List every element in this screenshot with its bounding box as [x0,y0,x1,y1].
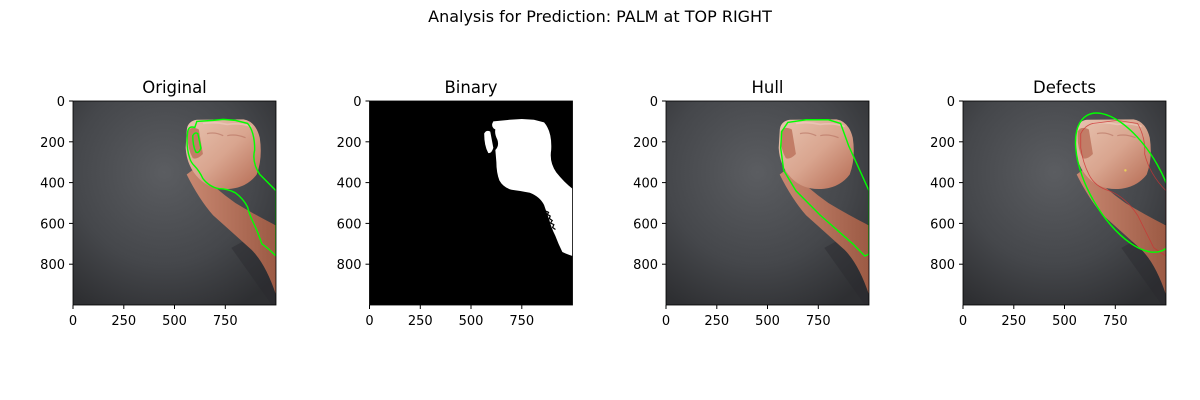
hand-contour [186,118,277,258]
y-tick-label: 400 [40,177,65,192]
y-tick-label: 800 [337,258,362,273]
panel-image [962,100,1167,306]
x-tick-label: 750 [509,314,534,329]
x-tick-label: 0 [365,314,373,329]
x-axis: 0 250 500 750 [365,305,534,329]
x-tick-label: 0 [662,314,670,329]
x-axis: 0 250 500 750 [959,305,1128,329]
panel-binary: Binary 0 250 500 750 0 [337,78,573,329]
x-tick-label: 500 [459,314,484,329]
panel-title: Hull [751,78,783,97]
x-tick-label: 500 [162,314,187,329]
y-axis: 0 200 400 600 800 [930,95,963,273]
y-tick-label: 800 [40,258,65,273]
x-axis: 0 250 500 750 [69,305,238,329]
panel-title: Defects [1033,78,1096,97]
fitted-ellipse [1074,112,1167,253]
convex-hull [779,119,870,257]
x-tick-label: 500 [1052,314,1077,329]
binary-mask [492,118,573,257]
panel-title: Binary [444,78,497,97]
panel-hull: Hull 0 250 500 750 0 200 400 [633,78,870,329]
x-axis: 0 250 500 750 [662,305,831,329]
y-tick-label: 800 [930,258,955,273]
x-tick-label: 750 [1103,314,1128,329]
x-tick-label: 750 [213,314,238,329]
y-tick-label: 0 [57,95,65,110]
y-tick-label: 0 [650,95,658,110]
panel-image [665,100,870,306]
panel-image [369,100,573,306]
y-axis: 0 200 400 600 800 [633,95,666,273]
x-tick-label: 250 [704,314,729,329]
y-tick-label: 0 [353,95,361,110]
y-tick-label: 200 [40,136,65,151]
y-tick-label: 600 [930,217,955,232]
defect-contour [1080,119,1167,257]
y-tick-label: 0 [947,95,955,110]
y-tick-label: 400 [337,177,362,192]
x-tick-label: 500 [755,314,780,329]
y-axis: 0 200 400 600 800 [337,95,370,273]
x-tick-label: 250 [1001,314,1026,329]
defect-point [1124,169,1127,172]
y-axis: 0 200 400 600 800 [40,95,73,273]
panel-image [72,100,277,306]
y-tick-label: 400 [930,177,955,192]
x-tick-label: 250 [111,314,136,329]
y-tick-label: 200 [633,136,658,151]
binary-mask-finger [484,130,494,154]
y-tick-label: 800 [633,258,658,273]
y-tick-label: 200 [337,136,362,151]
panel-defects: Defects 0 250 500 750 0 [930,78,1167,329]
x-tick-label: 250 [408,314,433,329]
y-tick-label: 600 [633,217,658,232]
panel-original: Original 0 250 500 750 0 200 40 [40,78,277,329]
y-tick-label: 400 [633,177,658,192]
x-tick-label: 750 [806,314,831,329]
figure-suptitle: Analysis for Prediction: PALM at TOP RIG… [428,7,772,26]
y-tick-label: 600 [40,217,65,232]
x-tick-label: 0 [69,314,77,329]
y-tick-label: 600 [337,217,362,232]
panel-title: Original [142,78,207,97]
y-tick-label: 200 [930,136,955,151]
binary-mask-edge [545,210,556,231]
x-tick-label: 0 [959,314,967,329]
